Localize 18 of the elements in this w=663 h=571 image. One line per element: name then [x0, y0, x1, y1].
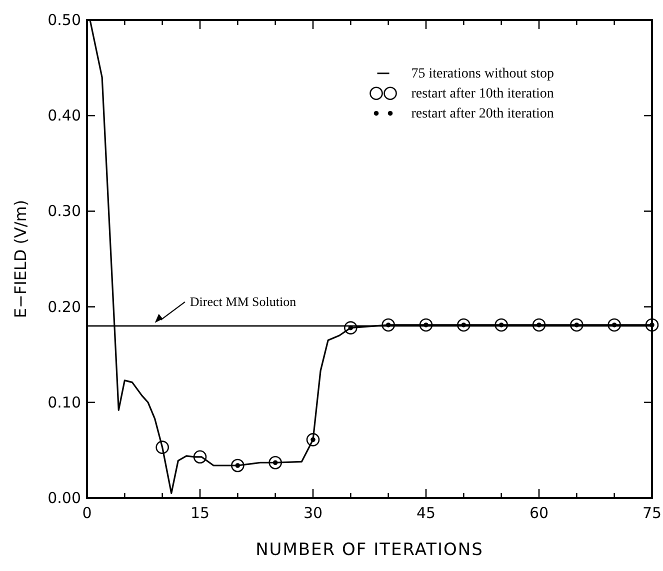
x-axis-title: NUMBER OF ITERATIONS	[256, 540, 484, 560]
y-tick-label: 0.20	[48, 298, 81, 316]
y-tick-label: 0.10	[48, 393, 81, 412]
y-axis-title: E−FIELD (V/m)	[11, 200, 30, 318]
ref-line-label: Direct MM Solution	[190, 294, 297, 309]
x-tick-label: 60	[529, 504, 549, 522]
legend-label: restart after 20th iteration	[411, 106, 554, 122]
y-tick-label: 0.40	[48, 106, 81, 125]
y-tick-label: 0.30	[48, 202, 81, 220]
legend-label: restart after 10th iteration	[411, 86, 554, 102]
legend-label: 75 iterations without stop	[411, 66, 554, 82]
x-tick-label: 75	[642, 504, 662, 522]
x-tick-label: 45	[416, 504, 436, 522]
y-tick-label: 0.50	[48, 11, 81, 29]
y-tick-label: 0.00	[48, 489, 81, 507]
x-tick-label: 15	[190, 504, 210, 522]
x-tick-label: 30	[303, 504, 323, 522]
x-tick-label: 0	[82, 504, 92, 522]
